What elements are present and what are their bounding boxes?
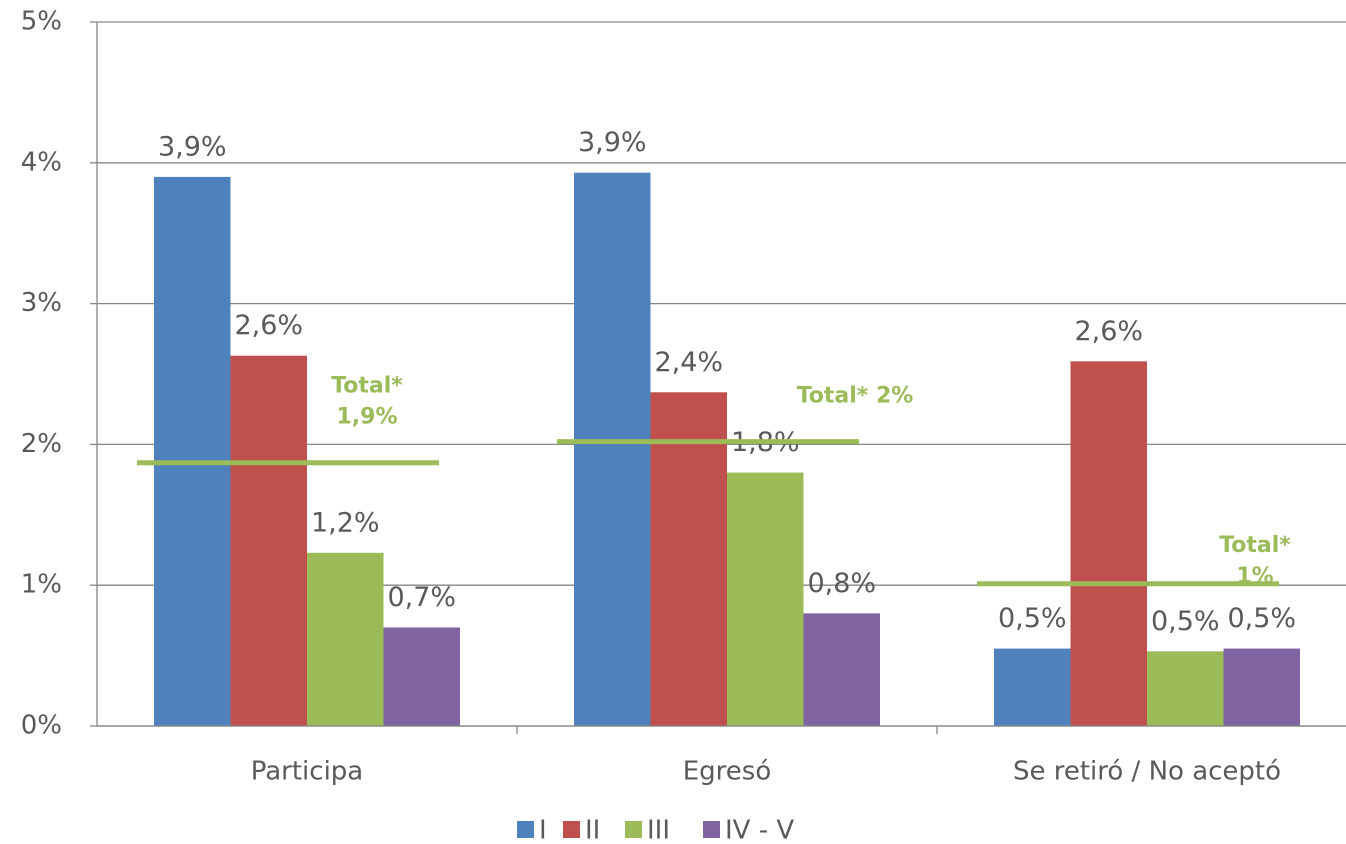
- bar: [803, 613, 880, 726]
- y-tick-label: 2%: [21, 429, 62, 459]
- y-tick-label: 1%: [21, 570, 62, 600]
- total-label: Total*: [1219, 533, 1291, 558]
- value-label: 2,6%: [234, 310, 303, 341]
- legend-swatch: [517, 821, 534, 838]
- value-label: 2,6%: [1074, 316, 1143, 347]
- legend-swatch: [703, 821, 720, 838]
- value-label: 3,9%: [578, 127, 647, 158]
- value-label: 1,2%: [311, 507, 380, 538]
- value-label: 3,9%: [158, 131, 227, 162]
- y-tick-label: 4%: [21, 147, 62, 177]
- bar: [650, 392, 727, 726]
- bar: [1223, 648, 1300, 726]
- bar: [1147, 651, 1224, 726]
- legend-label: III: [647, 816, 670, 844]
- x-tick-label: Participa: [251, 757, 364, 787]
- bar: [1070, 361, 1147, 726]
- value-label: 0,5%: [1227, 603, 1296, 634]
- legend-swatch: [625, 821, 642, 838]
- legend-label: IV - V: [725, 816, 794, 844]
- value-label: 0,5%: [1151, 606, 1220, 637]
- bar: [727, 472, 804, 726]
- value-label: 0,8%: [807, 568, 876, 599]
- total-label: 1%: [1236, 564, 1273, 589]
- bar: [307, 552, 384, 726]
- bar: [994, 648, 1071, 726]
- total-label: Total* 2%: [797, 384, 914, 409]
- value-label: 0,5%: [998, 603, 1067, 634]
- y-tick-label: 5%: [21, 7, 62, 37]
- y-tick-label: 0%: [21, 711, 62, 741]
- bar: [383, 627, 460, 726]
- bar: [230, 355, 307, 726]
- legend-swatch: [563, 821, 580, 838]
- x-tick-label: Egresó: [683, 757, 772, 787]
- legend-label: I: [539, 816, 547, 844]
- bar: [574, 172, 651, 726]
- value-label: 2,4%: [654, 347, 723, 378]
- total-label: Total*: [331, 374, 403, 399]
- total-label: 1,9%: [336, 405, 397, 430]
- y-tick-label: 3%: [21, 288, 62, 318]
- legend-label: II: [585, 816, 600, 844]
- value-label: 0,7%: [387, 582, 456, 613]
- x-tick-label: Se retiró / No aceptó: [1013, 757, 1281, 787]
- bar: [154, 176, 231, 726]
